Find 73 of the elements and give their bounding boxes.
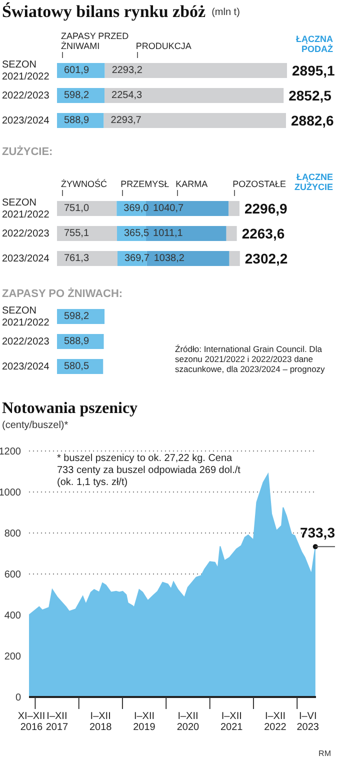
total-label: 2296,9 — [244, 200, 288, 216]
x-tick-label: I–XII 2019 — [133, 711, 156, 733]
data-label: 365,5 — [124, 228, 150, 239]
y-tick-label: 2022/2023 — [2, 228, 50, 239]
chart-title: ZUŻYCIE: — [2, 146, 53, 158]
y-tick-label: 0 — [15, 692, 22, 704]
x-tick-label: I–XII 2018 — [89, 711, 112, 733]
y-tick-label: SEZON 2021/2022 — [2, 197, 50, 220]
data-label: 2293,2 — [112, 65, 143, 76]
series-label: PRZEMYSŁ — [120, 179, 170, 189]
data-label: 588,9 — [64, 115, 90, 126]
x-tick-label: I–XII 2017 — [46, 711, 69, 733]
bar — [104, 63, 287, 78]
series-label: KARMA — [176, 179, 209, 189]
total-label: 2895,1 — [292, 62, 336, 78]
bar — [57, 251, 118, 266]
text: RM — [318, 749, 331, 758]
data-label: 601,9 — [64, 65, 90, 76]
y-tick-label: 2022/2023 — [2, 90, 50, 101]
text: ŁĄCZNA PODAŻ — [295, 34, 333, 54]
y-tick-label: 800 — [4, 528, 22, 540]
total-label: 2852,5 — [288, 88, 332, 104]
y-tick-label: 2023/2024 — [2, 361, 50, 372]
total-label: 2882,6 — [291, 112, 334, 128]
data-label: 369,7 — [124, 253, 150, 264]
series-label: PRODUKCJA — [136, 41, 192, 51]
data-label: 761,3 — [64, 253, 90, 264]
bar — [228, 201, 240, 216]
bar — [104, 113, 286, 128]
data-label: 755,1 — [64, 228, 90, 239]
x-tick-label: I–XII 2020 — [176, 711, 200, 733]
data-label: 1011,1 — [153, 228, 184, 239]
bar — [57, 226, 117, 241]
y-tick-label: SEZON 2021/2022 — [2, 59, 50, 82]
x-tick-label: I–XII 2021 — [220, 711, 244, 733]
chart-subtitle: (centy/buszel)* — [2, 420, 68, 431]
data-label: 751,0 — [64, 203, 90, 214]
bar — [57, 201, 117, 216]
y-tick-label: 2022/2023 — [2, 336, 50, 347]
data-label: 1040,7 — [152, 203, 184, 214]
series-label: ZAPASY PRZED ŻNIWAMI — [61, 31, 130, 51]
y-tick-label: SEZON 2021/2022 — [2, 305, 50, 328]
y-tick-label: 2023/2024 — [2, 115, 50, 126]
y-tick-label: 600 — [4, 570, 22, 581]
total-label: 2302,2 — [244, 250, 288, 266]
annotation: * buszel pszenicy to ok. 27,22 kg. Cena 733 centy za buszel odpowiada 269 dol./t (ok. 1,1 tys. zł/t) — [57, 453, 242, 489]
series-label: POZOSTAŁE — [232, 179, 287, 189]
x-tick-label: I–VI 2023 — [296, 711, 320, 733]
x-tick-label: XI–XII 2016 — [18, 711, 46, 733]
x-tick-label: I–XII 2022 — [264, 711, 287, 733]
data-label: 598,2 — [64, 90, 90, 101]
bar — [104, 88, 284, 103]
y-tick-label: 200 — [4, 652, 22, 663]
y-tick-label: 2023/2024 — [2, 253, 50, 264]
text: ŁĄCZNE ZUŻYCIE — [293, 172, 333, 192]
data-label: 2254,3 — [112, 90, 143, 101]
chart-subtitle: (mln t) — [212, 6, 240, 18]
chart-title: Światowy bilans rynku zbóż — [2, 2, 206, 22]
bar — [226, 226, 237, 241]
data-label: 369,0 — [124, 203, 150, 214]
annotation: 733,3 — [300, 524, 336, 541]
series-label: ŻYWNOŚĆ — [61, 179, 108, 189]
data-label: 1038,2 — [154, 253, 185, 264]
data-label: 598,2 — [64, 311, 90, 322]
chart-title: Notowania pszenicy — [2, 400, 138, 418]
y-tick-label: 400 — [4, 610, 22, 622]
data-label: 2293,7 — [110, 115, 142, 126]
bar — [229, 251, 240, 266]
text: Źródło: International Grain Council. Dla sezonu 2021/2022 i 2022/2023 dane szacunkowe, dla 2023/2024 – prognozy — [175, 344, 326, 374]
data-label: 588,9 — [64, 336, 90, 347]
data-label: 580,5 — [64, 361, 90, 372]
total-label: 2263,6 — [242, 226, 285, 242]
chart-title: ZAPASY PO ŻNIWACH: — [2, 288, 123, 300]
